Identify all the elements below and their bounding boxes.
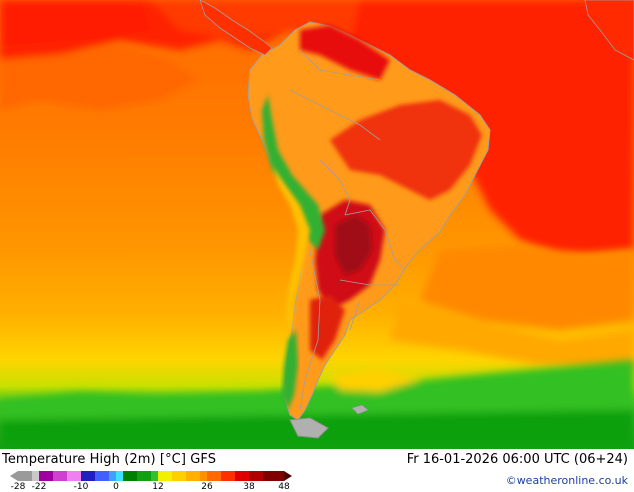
tropical-hot-zone (0, 0, 634, 255)
andes-yellow-edge (272, 165, 310, 330)
tierra-del-fuego (289, 417, 329, 439)
weatheronline-credit-link[interactable]: ©weatheronline.co.uk (505, 474, 628, 487)
central-america (199, 0, 273, 56)
temperature-colorbar (10, 471, 292, 481)
colorbar-segment (221, 471, 236, 481)
map-footer: Temperature High (2m) [°C] GFS Fr 16-01-… (0, 449, 634, 492)
falkland-islands (351, 404, 369, 415)
colorbar-min-arrow (10, 471, 18, 481)
colorbar-segment (158, 471, 173, 481)
colorbar-segment (53, 471, 68, 481)
colorbar-segment (18, 471, 33, 481)
temperature-map (0, 0, 634, 449)
colorbar-segment (137, 471, 152, 481)
colorbar-segment (67, 471, 82, 481)
colorbar-segment (263, 471, 285, 481)
colorbar-tick-label: -22 (31, 482, 47, 492)
colorbar-tick-label: -10 (73, 482, 89, 492)
africa-edge (584, 0, 634, 61)
colorbar-tick-label: 48 (278, 482, 290, 492)
andes-cool-strip (262, 95, 325, 250)
colorbar-tick-label: -28 (10, 482, 26, 492)
country-borders (289, 49, 406, 411)
colorbar-segment (95, 471, 110, 481)
colorbar-segment (235, 471, 250, 481)
colorbar-segment (172, 471, 187, 481)
colorbar-segment (200, 471, 208, 481)
colorbar-tick-label: 38 (243, 482, 255, 492)
colorbar-max-arrow (284, 471, 292, 481)
colorbar-tick-label: 26 (201, 482, 213, 492)
colorbar-tick-label: 0 (113, 482, 119, 492)
colorbar-segment (207, 471, 222, 481)
hot-region-amazon (300, 25, 390, 80)
andes-south-strip (282, 330, 298, 410)
very-hot-core (335, 215, 372, 275)
forecast-datetime: Fr 16-01-2026 06:00 UTC (06+24) (406, 452, 628, 467)
map-title: Temperature High (2m) [°C] GFS (2, 452, 217, 467)
colorbar-segment (32, 471, 40, 481)
colorbar-segment (151, 471, 159, 481)
colorbar-segment (39, 471, 54, 481)
colorbar-segment (123, 471, 138, 481)
atlantic-warm-zone (390, 245, 634, 370)
hot-region-brazil (330, 100, 482, 200)
colorbar-segment (109, 471, 117, 481)
colorbar-segment (249, 471, 264, 481)
south-america (247, 21, 491, 439)
colorbar-segment (186, 471, 201, 481)
hot-patagonia (310, 295, 345, 360)
colorbar-segment (116, 471, 124, 481)
colorbar-tick-label: 12 (152, 482, 164, 492)
colorbar-segment (81, 471, 96, 481)
